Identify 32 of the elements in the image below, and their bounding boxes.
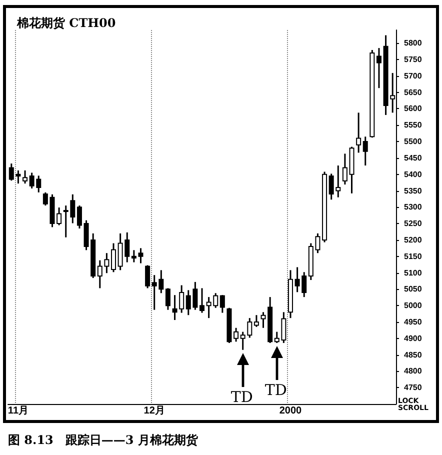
- y-tick-label: 5600: [404, 104, 422, 114]
- y-tick-label: 5350: [404, 186, 422, 196]
- y-tick-label: 5800: [404, 38, 422, 48]
- y-tick-label: 4850: [404, 350, 422, 360]
- chart-title: 棉花期货 CTH00: [16, 16, 116, 30]
- y-tick-label: 5750: [404, 55, 422, 64]
- candlestick: [362, 136, 368, 166]
- x-tick-label: 12月: [144, 406, 165, 416]
- y-tick-label: 5450: [404, 153, 422, 162]
- y-tick-label: 4950: [404, 317, 422, 326]
- y-tick-label: 5550: [404, 120, 422, 130]
- y-tick-label: 5500: [404, 137, 422, 146]
- y-tick-label: 5100: [404, 268, 422, 278]
- y-tick-label: 5700: [404, 71, 422, 80]
- x-tick-label: 11月: [8, 406, 28, 416]
- y-tick-label: 5400: [404, 170, 422, 179]
- y-tick-label: 4750: [404, 383, 422, 392]
- y-tick-label: 5300: [404, 202, 422, 212]
- y-tick-label: 5050: [404, 284, 422, 294]
- y-tick-label: 4800: [404, 366, 422, 376]
- candlestick: [376, 47, 382, 89]
- annotation: TD: [264, 380, 287, 399]
- y-tick-label: 5650: [404, 88, 422, 97]
- y-tick-label: 5150: [404, 252, 422, 261]
- y-tick-label: 4900: [404, 334, 422, 343]
- caption: 图 8.13 跟踪日——3 月棉花期货: [8, 432, 198, 449]
- y-tick-label: 5250: [404, 219, 422, 228]
- candlestick: [288, 269, 293, 319]
- annotation: TD: [230, 388, 253, 406]
- x-tick-label: 2000: [279, 406, 302, 416]
- y-tick-label: 5200: [404, 235, 422, 244]
- y-tick-label: 5000: [404, 301, 422, 310]
